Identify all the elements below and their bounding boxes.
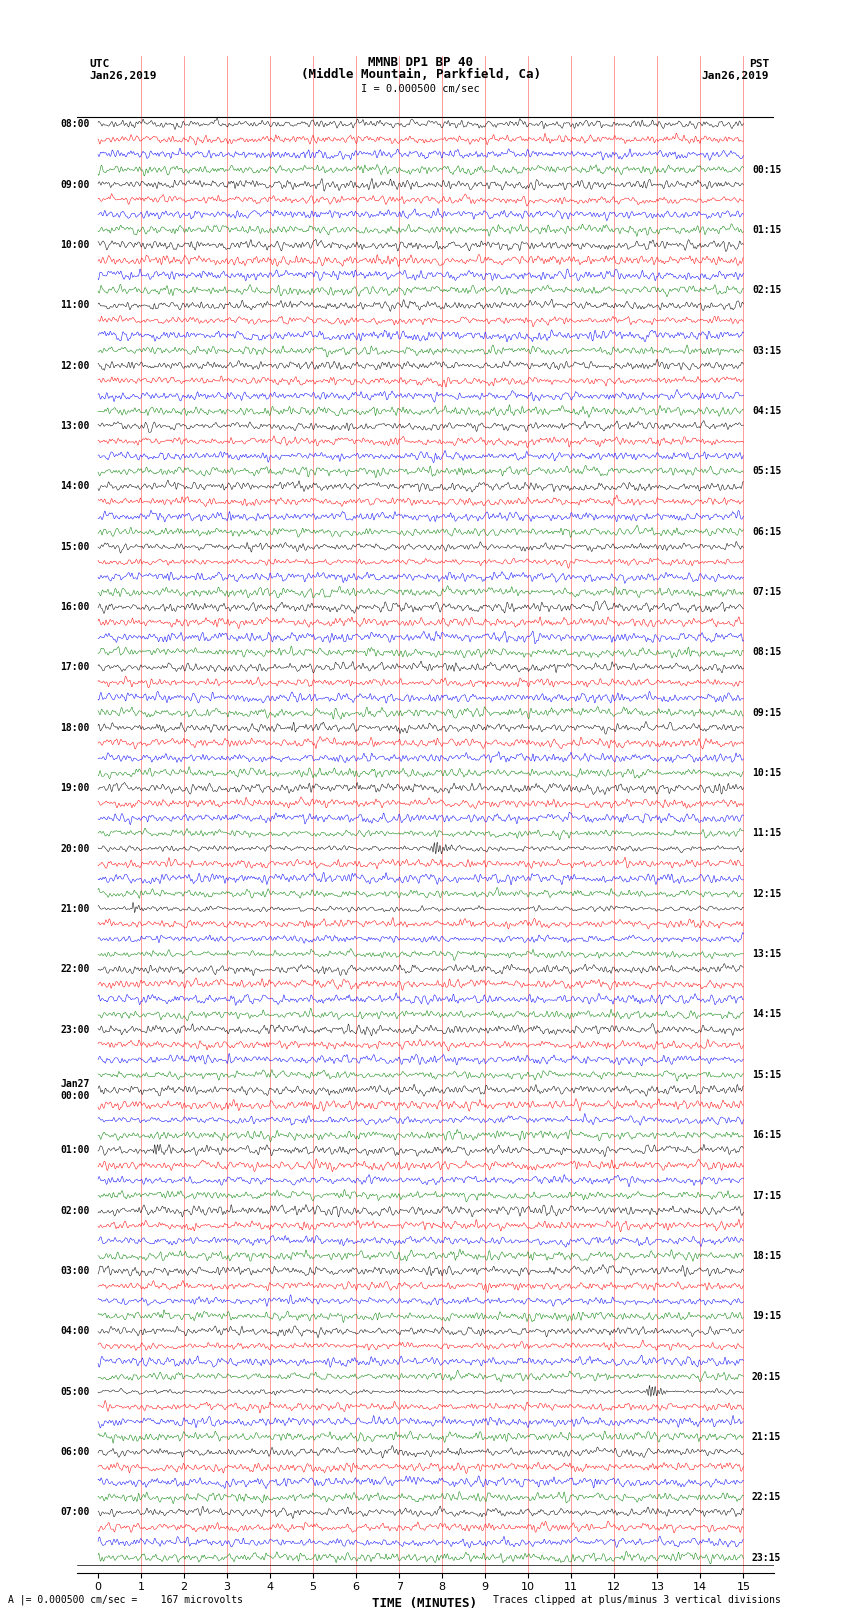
Text: 14:00: 14:00	[60, 481, 89, 492]
Text: 13:00: 13:00	[60, 421, 89, 431]
Text: 09:15: 09:15	[752, 708, 781, 718]
Text: 23:00: 23:00	[60, 1024, 89, 1034]
Text: 18:00: 18:00	[60, 723, 89, 732]
Text: 00:15: 00:15	[752, 165, 781, 174]
Text: 10:00: 10:00	[60, 240, 89, 250]
Text: 09:00: 09:00	[60, 179, 89, 190]
Text: 17:15: 17:15	[752, 1190, 781, 1200]
Text: 20:00: 20:00	[60, 844, 89, 853]
Text: (Middle Mountain, Parkfield, Ca): (Middle Mountain, Parkfield, Ca)	[301, 68, 541, 81]
Text: Traces clipped at plus/minus 3 vertical divisions: Traces clipped at plus/minus 3 vertical …	[493, 1595, 781, 1605]
Text: I = 0.000500 cm/sec: I = 0.000500 cm/sec	[361, 84, 480, 94]
Text: UTC: UTC	[89, 58, 110, 68]
X-axis label: TIME (MINUTES): TIME (MINUTES)	[372, 1597, 478, 1610]
Text: 03:15: 03:15	[752, 345, 781, 355]
Text: 02:15: 02:15	[752, 286, 781, 295]
Text: MMNB DP1 BP 40: MMNB DP1 BP 40	[368, 55, 473, 68]
Text: 11:00: 11:00	[60, 300, 89, 310]
Text: 19:00: 19:00	[60, 784, 89, 794]
Text: 10:15: 10:15	[752, 768, 781, 777]
Text: 12:15: 12:15	[752, 889, 781, 898]
Text: 04:00: 04:00	[60, 1326, 89, 1336]
Text: 22:15: 22:15	[752, 1492, 781, 1502]
Text: 16:00: 16:00	[60, 602, 89, 611]
Text: 22:00: 22:00	[60, 965, 89, 974]
Text: 16:15: 16:15	[752, 1131, 781, 1140]
Text: 21:15: 21:15	[752, 1432, 781, 1442]
Text: 12:00: 12:00	[60, 361, 89, 371]
Text: 07:00: 07:00	[60, 1507, 89, 1518]
Text: 05:00: 05:00	[60, 1387, 89, 1397]
Text: 08:00: 08:00	[60, 119, 89, 129]
Text: 01:15: 01:15	[752, 224, 781, 235]
Text: 05:15: 05:15	[752, 466, 781, 476]
Text: 08:15: 08:15	[752, 647, 781, 658]
Text: 13:15: 13:15	[752, 948, 781, 960]
Text: 18:15: 18:15	[752, 1250, 781, 1261]
Text: 23:15: 23:15	[752, 1553, 781, 1563]
Text: 19:15: 19:15	[752, 1311, 781, 1321]
Text: PST: PST	[749, 58, 769, 68]
Text: Jan26,2019: Jan26,2019	[702, 71, 769, 81]
Text: Jan26,2019: Jan26,2019	[89, 71, 157, 81]
Text: 21:00: 21:00	[60, 903, 89, 915]
Text: 02:00: 02:00	[60, 1205, 89, 1216]
Text: 06:00: 06:00	[60, 1447, 89, 1457]
Text: 01:00: 01:00	[60, 1145, 89, 1155]
Text: 11:15: 11:15	[752, 829, 781, 839]
Text: A |= 0.000500 cm/sec =    167 microvolts: A |= 0.000500 cm/sec = 167 microvolts	[8, 1594, 243, 1605]
Text: Jan27
00:00: Jan27 00:00	[60, 1079, 89, 1100]
Text: 04:15: 04:15	[752, 406, 781, 416]
Text: 07:15: 07:15	[752, 587, 781, 597]
Text: 15:15: 15:15	[752, 1069, 781, 1079]
Text: 17:00: 17:00	[60, 663, 89, 673]
Text: 14:15: 14:15	[752, 1010, 781, 1019]
Text: 06:15: 06:15	[752, 527, 781, 537]
Text: 15:00: 15:00	[60, 542, 89, 552]
Text: 20:15: 20:15	[752, 1371, 781, 1382]
Text: 03:00: 03:00	[60, 1266, 89, 1276]
